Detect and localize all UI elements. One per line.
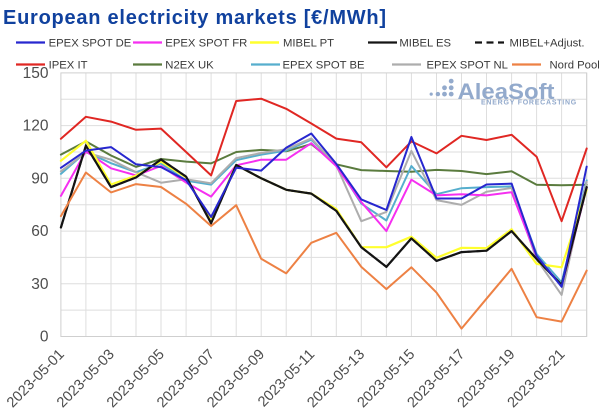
svg-text:MIBEL+Adjust.: MIBEL+Adjust.	[510, 38, 585, 50]
svg-text:120: 120	[23, 118, 49, 135]
svg-text:0: 0	[40, 329, 49, 346]
svg-text:90: 90	[31, 170, 49, 187]
svg-text:European electricity markets [: European electricity markets [€/MWh]	[3, 7, 387, 29]
svg-text:EPEX SPOT FR: EPEX SPOT FR	[165, 38, 247, 50]
svg-text:60: 60	[31, 223, 49, 240]
svg-text:150: 150	[23, 65, 49, 82]
svg-text:30: 30	[31, 276, 49, 293]
svg-text:EPEX SPOT DE: EPEX SPOT DE	[49, 38, 132, 50]
svg-text:EPEX SPOT NL: EPEX SPOT NL	[427, 60, 508, 72]
svg-text:MIBEL PT: MIBEL PT	[283, 38, 334, 50]
svg-text:ENERGY FORECASTING: ENERGY FORECASTING	[481, 97, 577, 106]
svg-text:EPEX SPOT BE: EPEX SPOT BE	[283, 60, 366, 72]
svg-text:N2EX UK: N2EX UK	[165, 60, 214, 72]
svg-text:IPEX IT: IPEX IT	[49, 60, 88, 72]
svg-text:Nord Pool: Nord Pool	[550, 60, 600, 72]
svg-text:AleaSoft: AleaSoft	[458, 79, 556, 104]
svg-text:MIBEL ES: MIBEL ES	[399, 38, 451, 50]
